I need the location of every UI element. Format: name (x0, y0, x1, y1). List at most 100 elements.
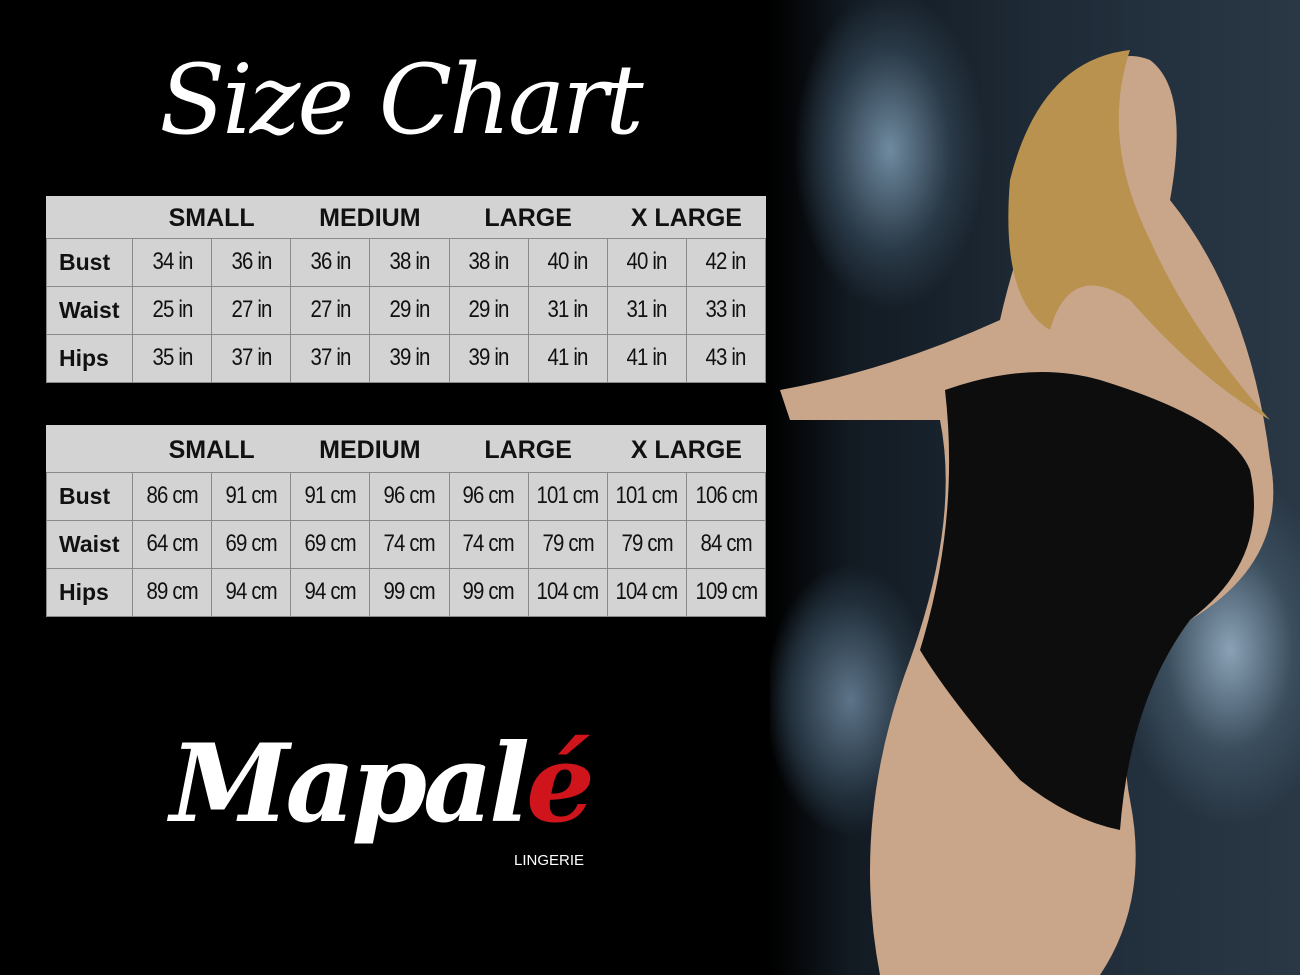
value-text: 31 in (547, 296, 589, 323)
table-row: Bust 34 in 36 in 36 in 38 in 38 in 40 in 40 in 4… (46, 237, 767, 287)
table-header-row: SMALL MEDIUM LARGE X LARGE (47, 425, 766, 472)
measurement-value: 96 cm (448, 471, 529, 521)
value-text: 99 cm (462, 578, 515, 605)
value-text: 84 cm (700, 530, 752, 557)
brand-logo: Mapalé (170, 730, 595, 838)
table-row: Bust 86 cm 91 cm 91 cm 96 cm 96 cm 101 cm 101 c… (46, 471, 767, 521)
measurement-value: 38 in (369, 237, 450, 287)
measurement-value: 27 in (211, 285, 292, 335)
value-text: 29 in (389, 296, 430, 323)
value-text: 74 cm (383, 530, 436, 557)
value-text: 69 cm (304, 530, 357, 557)
measurement-value: 104 cm (527, 567, 608, 617)
table-row: Hips 89 cm 94 cm 94 cm 99 cm 99 cm 104 cm 104 c… (46, 567, 767, 617)
measurement-value: 74 cm (369, 519, 450, 569)
measurement-value: 94 cm (211, 567, 292, 617)
measurement-value: 99 cm (448, 567, 529, 617)
measurement-value: 101 cm (606, 471, 687, 521)
size-header: X LARGE (630, 435, 742, 464)
size-header: MEDIUM (319, 435, 421, 464)
measurement-value: 36 in (290, 237, 371, 287)
value-text: 79 cm (621, 530, 673, 557)
measurement-value: 31 in (606, 285, 687, 335)
measurement-value: 79 cm (606, 519, 687, 569)
value-text: 64 cm (146, 530, 198, 557)
measurement-value: 84 cm (685, 519, 767, 569)
model-photo (770, 0, 1300, 975)
value-text: 42 in (705, 248, 747, 275)
measurement-label: Waist (46, 519, 133, 569)
measurement-value: 31 in (527, 285, 608, 335)
value-text: 69 cm (225, 530, 278, 557)
value-text: 86 cm (146, 482, 198, 509)
measurement-value: 35 in (131, 333, 213, 383)
measurement-value: 40 in (527, 237, 608, 287)
value-text: 37 in (231, 344, 272, 371)
value-text: 96 cm (383, 482, 436, 509)
measurement-value: 89 cm (131, 567, 213, 617)
value-text: 101 cm (615, 482, 679, 509)
measurement-value: 41 in (527, 333, 608, 383)
value-text: 41 in (547, 344, 589, 371)
value-text: 43 in (705, 344, 747, 371)
measurement-label: Bust (46, 237, 133, 287)
size-table-inches: SMALL MEDIUM LARGE X LARGE Bust 34 in 36 in 36 … (46, 196, 767, 383)
value-text: 104 cm (536, 578, 600, 605)
measurement-value: 69 cm (290, 519, 371, 569)
value-text: 41 in (626, 344, 668, 371)
value-text: 36 in (231, 248, 272, 275)
measurement-value: 86 cm (131, 471, 213, 521)
measurement-value: 96 cm (369, 471, 450, 521)
value-text: 37 in (310, 344, 351, 371)
measurement-value: 39 in (369, 333, 450, 383)
value-text: 104 cm (615, 578, 679, 605)
value-text: 79 cm (542, 530, 594, 557)
measurement-value: 79 cm (527, 519, 608, 569)
value-text: 94 cm (304, 578, 357, 605)
measurement-value: 38 in (448, 237, 529, 287)
measurement-value: 106 cm (685, 471, 767, 521)
value-text: 96 cm (462, 482, 515, 509)
corner-cell (47, 196, 133, 238)
measurement-value: 94 cm (290, 567, 371, 617)
measurement-value: 39 in (448, 333, 529, 383)
value-text: 29 in (468, 296, 510, 323)
corner-cell (47, 425, 133, 472)
measurement-value: 29 in (448, 285, 529, 335)
value-text: 25 in (152, 296, 193, 323)
value-text: 39 in (468, 344, 510, 371)
value-text: 91 cm (304, 482, 357, 509)
table-row: Waist 64 cm 69 cm 69 cm 74 cm 74 cm 79 cm 79 cm… (46, 519, 767, 569)
measurement-value: 74 cm (448, 519, 529, 569)
value-text: 34 in (152, 248, 193, 275)
value-text: 27 in (231, 296, 272, 323)
value-text: 31 in (626, 296, 668, 323)
logo-text: Mapal (170, 721, 530, 847)
measurement-value: 37 in (211, 333, 292, 383)
measurement-label: Hips (46, 567, 133, 617)
size-header: LARGE (484, 435, 572, 464)
value-text: 101 cm (536, 482, 600, 509)
value-text: 40 in (547, 248, 589, 275)
model-figure-illustration (780, 50, 1274, 975)
measurement-value: 36 in (211, 237, 292, 287)
value-text: 38 in (389, 248, 430, 275)
measurement-value: 25 in (131, 285, 213, 335)
value-text: 89 cm (146, 578, 198, 605)
table-header-row: SMALL MEDIUM LARGE X LARGE (47, 196, 766, 238)
measurement-value: 91 cm (290, 471, 371, 521)
measurement-label: Bust (46, 471, 133, 521)
measurement-value: 41 in (606, 333, 687, 383)
value-text: 36 in (310, 248, 351, 275)
size-header: SMALL (168, 204, 255, 233)
value-text: 91 cm (225, 482, 278, 509)
value-text: 94 cm (225, 578, 278, 605)
size-table-cm: SMALL MEDIUM LARGE X LARGE Bust 86 cm 91 cm 91 … (46, 425, 767, 617)
measurement-value: 40 in (606, 237, 687, 287)
value-text: 99 cm (383, 578, 436, 605)
table-row: Hips 35 in 37 in 37 in 39 in 39 in 41 in 41 in 4… (46, 333, 767, 383)
size-header: MEDIUM (319, 204, 421, 233)
logo-accent: é (526, 721, 595, 847)
measurement-value: 33 in (685, 285, 767, 335)
value-text: 38 in (468, 248, 510, 275)
